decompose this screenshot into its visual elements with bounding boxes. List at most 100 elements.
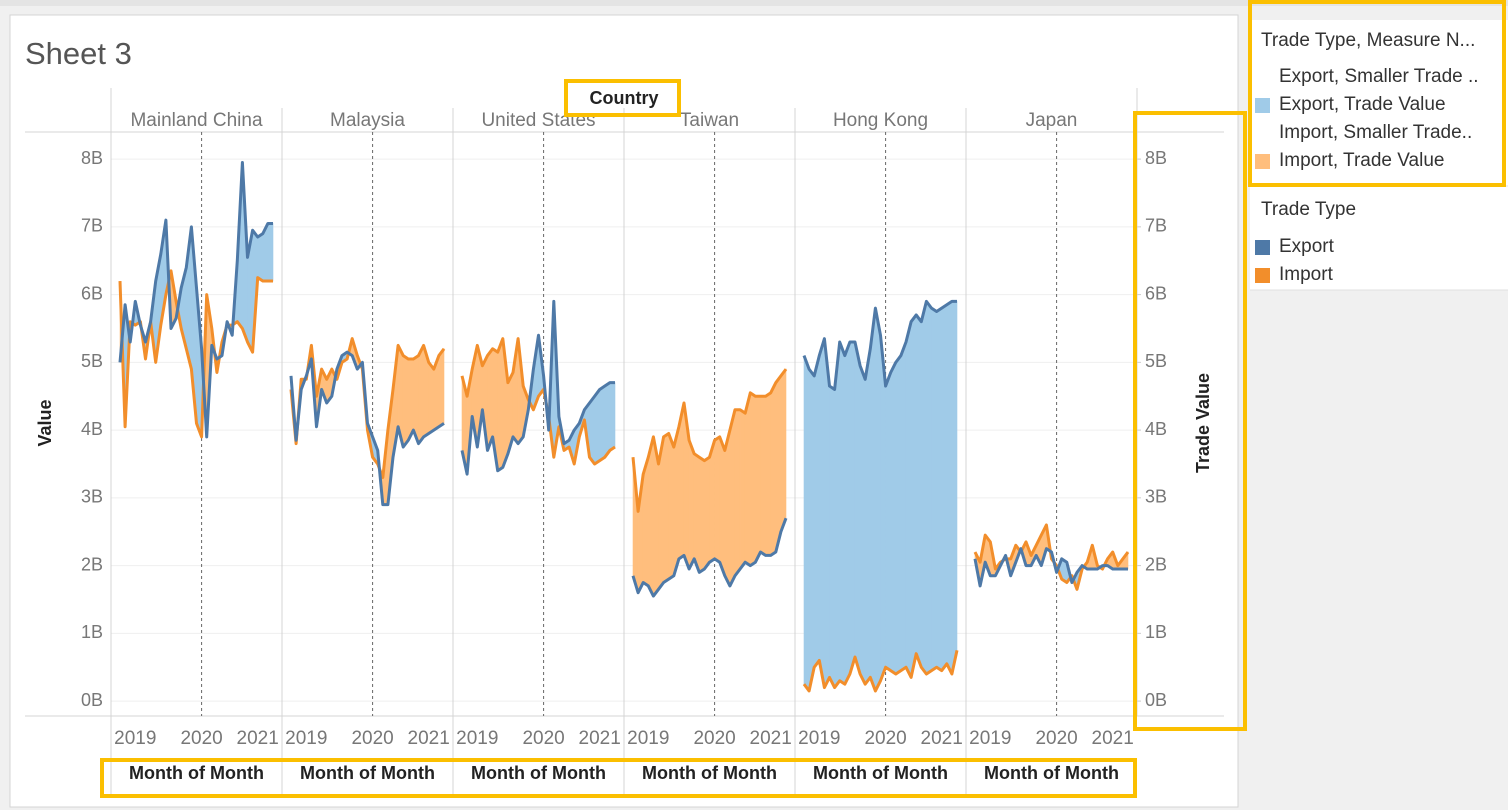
band bbox=[257, 233, 264, 282]
band bbox=[744, 392, 751, 567]
band bbox=[808, 368, 815, 691]
y-tick-label: 2B bbox=[81, 554, 103, 574]
highlights bbox=[100, 0, 1506, 798]
band bbox=[673, 426, 680, 576]
band bbox=[803, 355, 810, 692]
band bbox=[729, 409, 736, 587]
country-label: Malaysia bbox=[330, 110, 405, 131]
y-tick-label: 1B bbox=[81, 622, 103, 642]
band bbox=[739, 409, 746, 570]
legend-swatch bbox=[1255, 154, 1270, 169]
y-tick-label: 3B bbox=[81, 487, 103, 507]
band bbox=[813, 355, 820, 669]
series-line bbox=[973, 547, 1128, 588]
legend-title: Trade Type bbox=[1261, 199, 1356, 220]
band bbox=[663, 432, 670, 584]
band bbox=[594, 388, 601, 465]
x-tick-label: 2021 bbox=[408, 728, 450, 749]
x-tick-label: 2021 bbox=[237, 728, 279, 749]
y-tick-label: 7B bbox=[81, 216, 103, 236]
country-label: Japan bbox=[1026, 110, 1078, 131]
top-strip bbox=[0, 0, 1508, 6]
band bbox=[780, 368, 787, 532]
highlight-box bbox=[1133, 111, 1247, 731]
series-line bbox=[118, 269, 273, 439]
x-tick-label: 2021 bbox=[750, 728, 792, 749]
band bbox=[818, 338, 825, 688]
x-tick-label: 2021 bbox=[1092, 728, 1134, 749]
band bbox=[418, 345, 424, 445]
band bbox=[946, 300, 953, 675]
y2-tick-label: 3B bbox=[1145, 487, 1167, 507]
x-axis-label: Month of Month bbox=[642, 763, 777, 783]
band bbox=[920, 301, 927, 675]
band bbox=[734, 409, 741, 577]
band bbox=[834, 341, 841, 689]
band bbox=[719, 436, 726, 576]
band bbox=[267, 223, 274, 282]
band bbox=[402, 355, 409, 448]
band bbox=[905, 321, 912, 678]
series-line bbox=[289, 337, 446, 480]
legend-label: Export, Smaller Trade .. bbox=[1279, 66, 1479, 87]
y2-tick-label: 4B bbox=[1145, 419, 1167, 439]
y-tick-label: 0B bbox=[81, 690, 103, 710]
x-tick-label: 2019 bbox=[969, 728, 1011, 749]
band bbox=[895, 354, 902, 675]
band bbox=[438, 347, 445, 428]
band bbox=[854, 341, 861, 675]
band bbox=[688, 440, 695, 570]
x-tick-label: 2019 bbox=[456, 728, 498, 749]
sheet-title: Sheet 3 bbox=[25, 36, 132, 71]
band bbox=[749, 392, 756, 567]
band bbox=[765, 392, 772, 556]
highlight-box bbox=[100, 758, 1137, 798]
x-tick-label: 2020 bbox=[864, 728, 906, 749]
x-tick-label: 2019 bbox=[627, 728, 669, 749]
band bbox=[755, 395, 761, 563]
y-tick-label: 4B bbox=[81, 419, 103, 439]
band bbox=[604, 382, 611, 459]
series-line bbox=[118, 160, 273, 439]
legend-label: Import, Smaller Trade.. bbox=[1279, 122, 1472, 143]
x-tick-label: 2020 bbox=[1035, 728, 1077, 749]
legend-label: Import bbox=[1279, 264, 1334, 285]
band bbox=[859, 365, 866, 685]
legend-label: Export, Trade Value bbox=[1279, 94, 1446, 115]
band bbox=[497, 338, 504, 472]
column-header-title: Country bbox=[590, 88, 659, 108]
band bbox=[829, 385, 835, 688]
legend-panel bbox=[1250, 20, 1508, 290]
band bbox=[709, 440, 715, 563]
band bbox=[900, 341, 907, 672]
band bbox=[890, 362, 897, 675]
highlight-box bbox=[1248, 0, 1506, 187]
y-tick-label: 5B bbox=[81, 351, 103, 371]
band bbox=[931, 307, 937, 672]
x-tick-label: 2020 bbox=[693, 728, 735, 749]
band bbox=[864, 348, 871, 686]
legend-title: Trade Type, Measure N... bbox=[1261, 30, 1475, 51]
x-axis-label: Month of Month bbox=[129, 763, 264, 783]
band bbox=[770, 382, 777, 556]
band bbox=[668, 433, 675, 580]
x-axis-label: Month of Month bbox=[813, 763, 948, 783]
series-line bbox=[631, 368, 788, 513]
y2-tick-label: 0B bbox=[1145, 690, 1167, 710]
y-axis-label: Value bbox=[35, 399, 55, 446]
x-axis-label: Month of Month bbox=[984, 763, 1119, 783]
x-tick-label: 2021 bbox=[579, 728, 621, 749]
band bbox=[951, 301, 958, 675]
legend-label: Import, Trade Value bbox=[1279, 150, 1444, 171]
x-tick-label: 2020 bbox=[180, 728, 222, 749]
country-label: Hong Kong bbox=[833, 110, 928, 131]
band bbox=[693, 453, 700, 573]
plot: 0B 1B 2B 3B 4B 5B 6B 7B 8B 0B 1B 2B 3B 4B 5B 6B 7B 8B Main… bbox=[25, 88, 1224, 795]
band bbox=[941, 304, 948, 672]
x-tick-label: 2019 bbox=[798, 728, 840, 749]
y2-tick-label: 8B bbox=[1145, 148, 1167, 168]
country-label: Taiwan bbox=[680, 110, 739, 131]
legend-swatch bbox=[1255, 70, 1270, 85]
band bbox=[714, 436, 721, 563]
